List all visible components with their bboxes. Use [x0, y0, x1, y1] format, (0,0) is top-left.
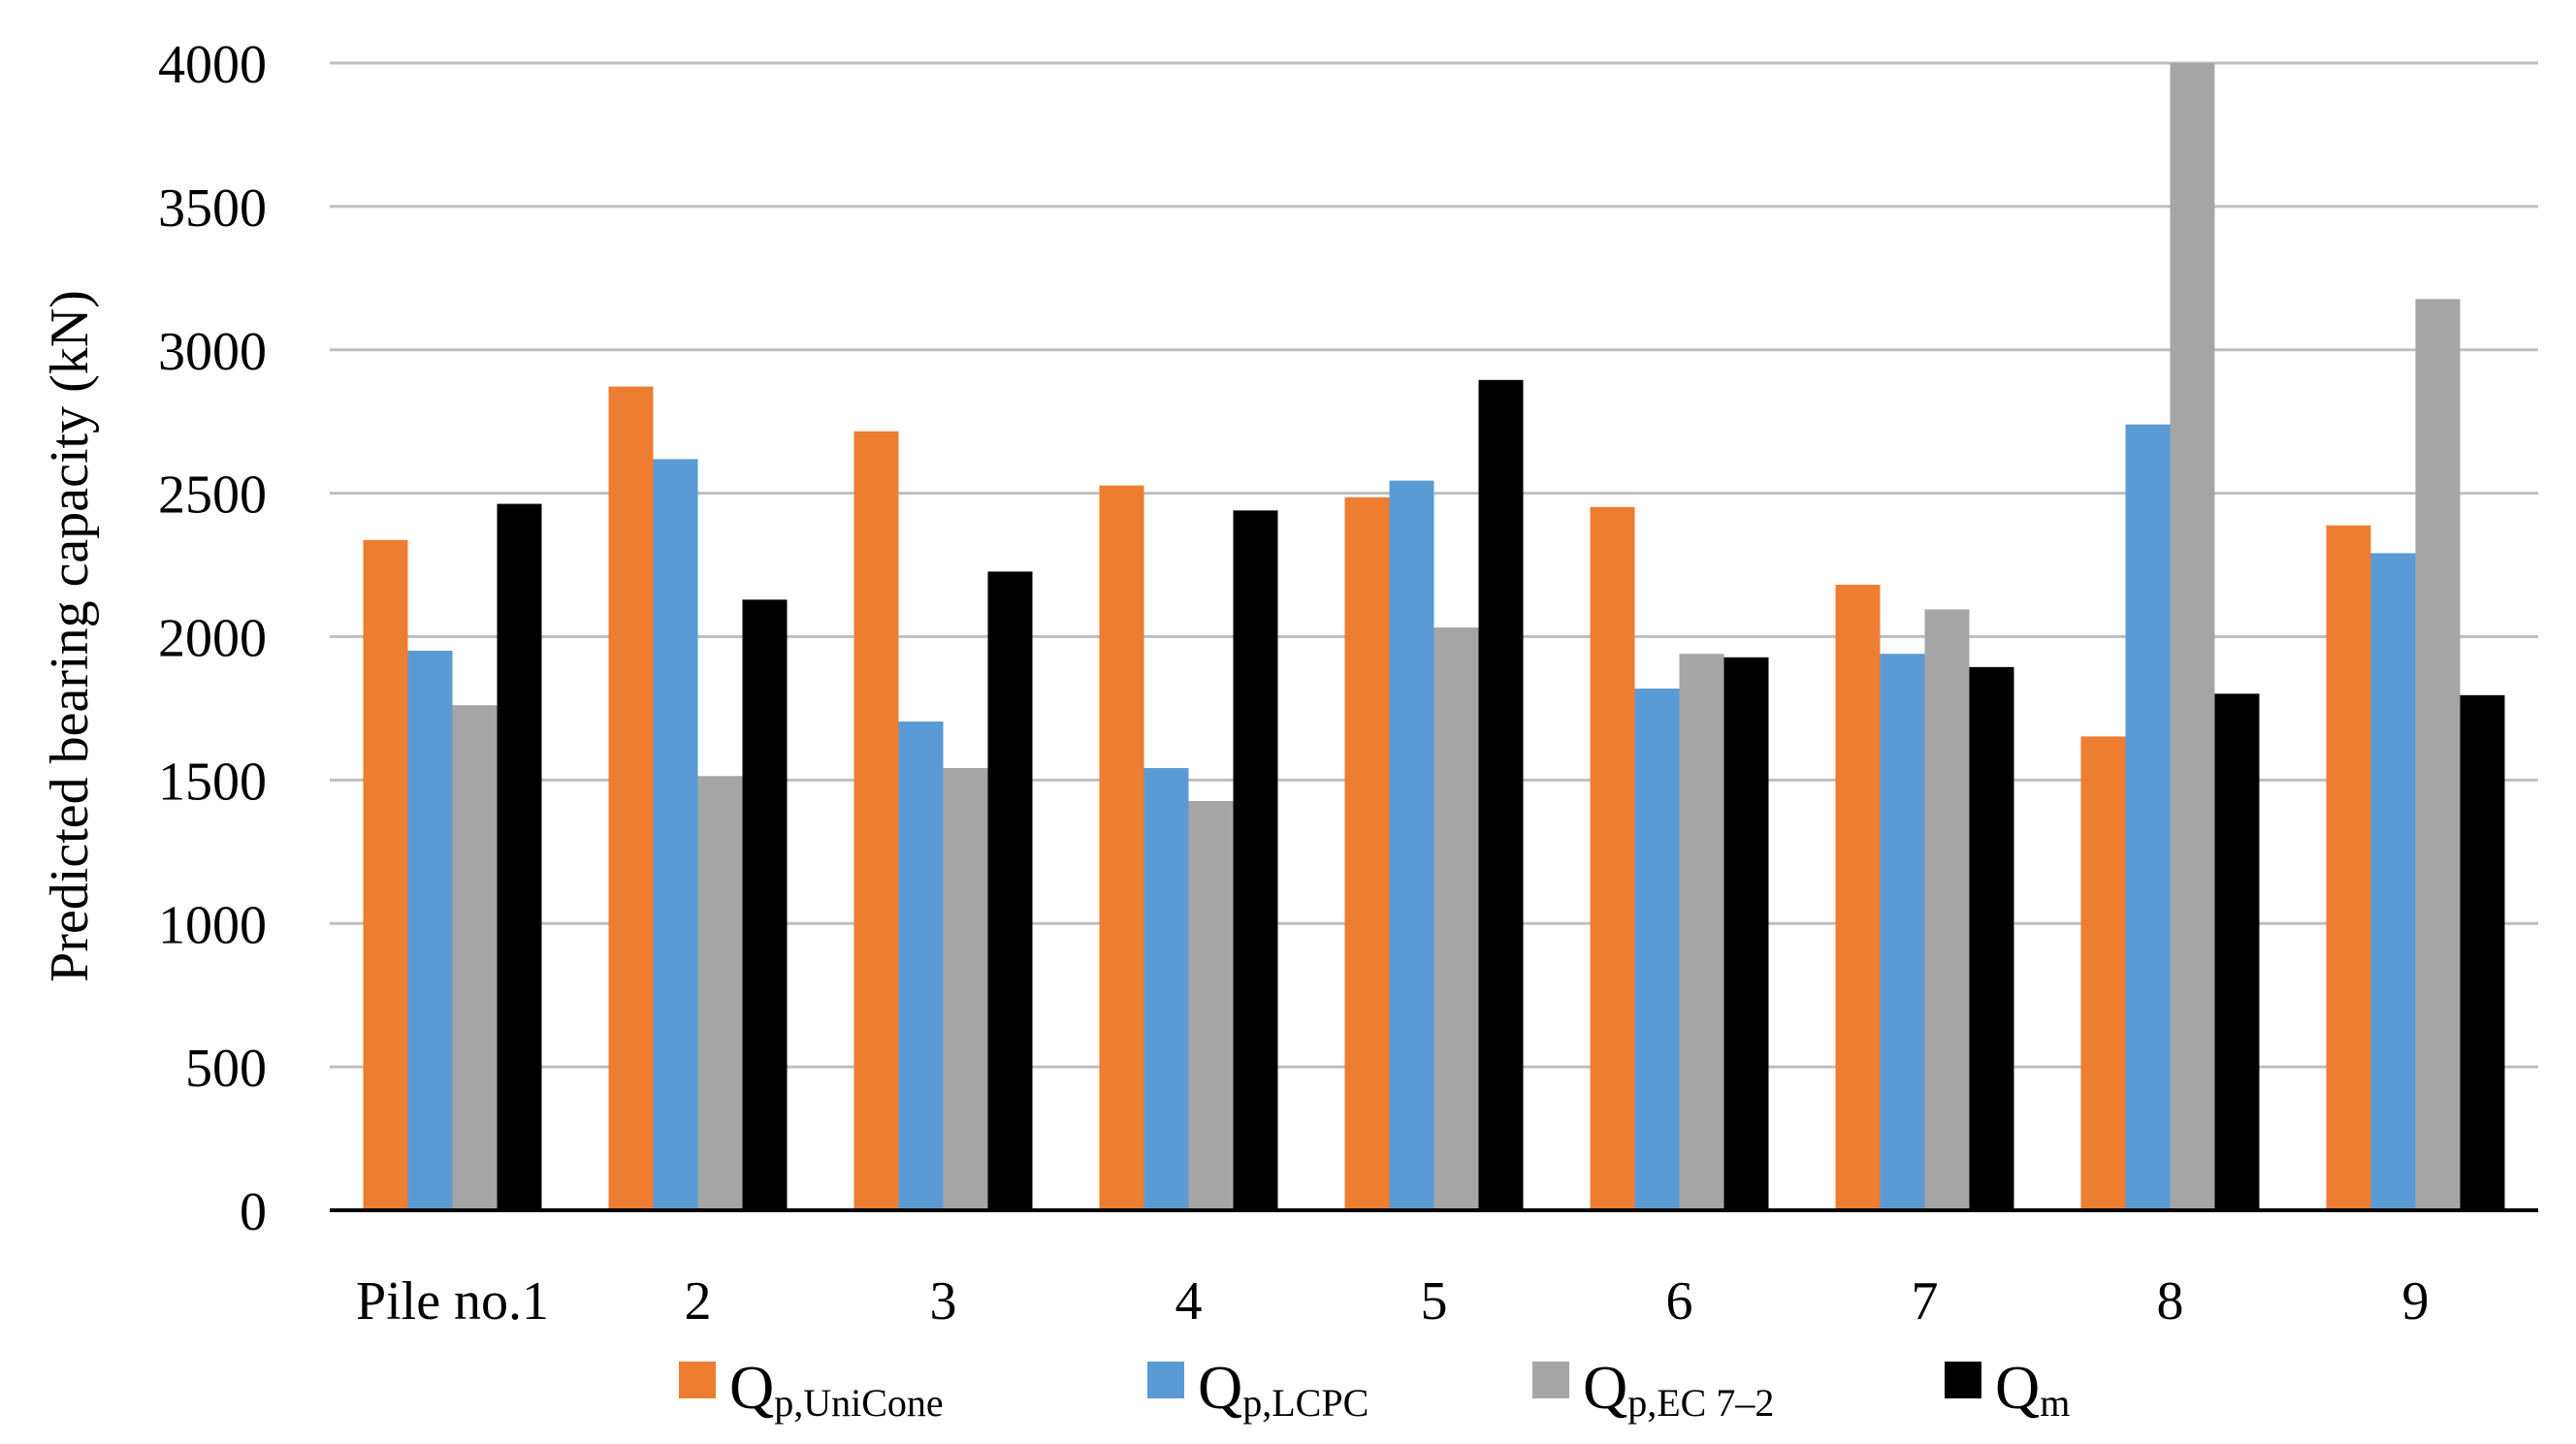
bar-m-2 [742, 599, 788, 1210]
bar-p-unicone-2 [608, 386, 654, 1211]
bar-p-lcpc-3 [898, 722, 944, 1210]
legend-label: Qp,LCPC [1198, 1353, 1368, 1425]
bar-p-unicone-8 [2080, 736, 2126, 1210]
y-tick-label: 1500 [158, 752, 267, 812]
bar-p-unicone-7 [1835, 584, 1881, 1210]
bar-m-8 [2214, 693, 2260, 1210]
legend-item: Qp,EC 7–2 [1532, 1353, 1774, 1425]
bar-p-unicone-3 [853, 431, 899, 1210]
y-axis-label: Predicted bearing capacity (kN) [40, 290, 100, 982]
bar-p-lcpc-6 [1634, 689, 1680, 1210]
legend-item: Qp,UniCone [679, 1353, 944, 1425]
bar-m-4 [1233, 510, 1278, 1210]
bar-p-ec-7-2-6 [1679, 654, 1724, 1210]
x-tick-label: 5 [1421, 1271, 1448, 1332]
bar-p-lcpc-8 [2125, 424, 2171, 1210]
bar-m-3 [987, 571, 1033, 1210]
x-tick-label: 4 [1175, 1271, 1203, 1332]
legend-swatch [1945, 1362, 1981, 1398]
legend-item: Qp,LCPC [1147, 1353, 1368, 1425]
bar-p-ec-7-2-3 [943, 767, 988, 1210]
bars [363, 63, 2505, 1211]
x-tick-label: 6 [1666, 1271, 1693, 1332]
bar-m-1 [497, 503, 542, 1210]
bar-p-lcpc-2 [653, 459, 698, 1210]
x-tick-label: Pile no.1 [356, 1271, 549, 1332]
x-tick-label: 3 [930, 1271, 957, 1332]
bar-p-ec-7-2-2 [697, 776, 743, 1210]
bar-p-lcpc-7 [1880, 654, 1925, 1210]
y-tick-label: 0 [240, 1182, 267, 1242]
bar-p-lcpc-9 [2370, 553, 2416, 1210]
bar-p-ec-7-2-7 [1924, 609, 1970, 1210]
bar-p-unicone-5 [1344, 497, 1390, 1210]
bar-p-ec-7-2-9 [2415, 299, 2461, 1211]
legend-item: Qm [1945, 1353, 2070, 1425]
legend-label: Qp,UniCone [729, 1353, 944, 1425]
bar-m-9 [2460, 694, 2505, 1210]
bar-p-lcpc-4 [1143, 767, 1189, 1210]
bar-p-unicone-6 [1590, 506, 1635, 1210]
bar-m-6 [1723, 657, 1769, 1210]
legend: Qp,UniCone Qp,LCPC Qp,EC 7–2 Qm [679, 1353, 2070, 1425]
bar-p-unicone-4 [1099, 485, 1144, 1210]
bar-p-unicone-1 [363, 539, 408, 1210]
bar-p-lcpc-1 [407, 650, 453, 1210]
y-tick-label: 3000 [158, 322, 267, 382]
bar-p-ec-7-2-1 [452, 705, 498, 1210]
y-tick-label: 3500 [158, 178, 267, 239]
legend-swatch [1532, 1362, 1569, 1398]
bar-p-ec-7-2-8 [2170, 63, 2215, 1210]
bar-m-5 [1478, 379, 1524, 1211]
x-tick-label: 7 [1912, 1271, 1939, 1332]
y-tick-label: 2500 [158, 465, 267, 526]
x-tick-label: 2 [685, 1271, 712, 1332]
x-tick-label: 8 [2157, 1271, 2184, 1332]
legend-swatch [1147, 1362, 1184, 1398]
y-tick-labels: 0 500 1000 1500 2000 2500 3000 3500 4000 [158, 35, 267, 1242]
bar-m-7 [1969, 666, 2014, 1210]
bar-p-unicone-9 [2326, 525, 2371, 1210]
y-tick-label: 500 [185, 1039, 267, 1099]
x-tick-labels: Pile no.1 2 3 4 5 6 7 8 9 [356, 1271, 2430, 1332]
x-tick-label: 9 [2402, 1271, 2430, 1332]
bar-p-ec-7-2-5 [1433, 627, 1479, 1210]
bar-p-lcpc-5 [1389, 480, 1434, 1210]
y-tick-label: 2000 [158, 609, 267, 669]
bar-p-ec-7-2-4 [1188, 800, 1234, 1210]
y-tick-label: 4000 [158, 35, 267, 95]
legend-label: Qp,EC 7–2 [1583, 1353, 1774, 1425]
legend-swatch [679, 1362, 716, 1398]
legend-label: Qm [1995, 1353, 2070, 1425]
y-tick-label: 1000 [158, 895, 267, 955]
